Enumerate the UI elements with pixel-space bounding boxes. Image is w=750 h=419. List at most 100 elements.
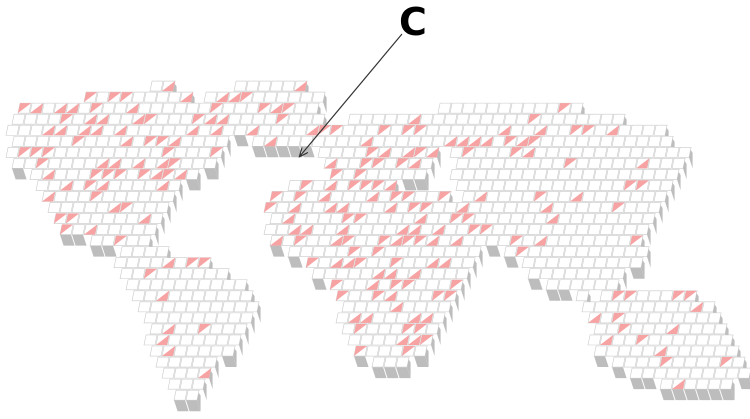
map-tile bbox=[437, 279, 452, 291]
map-tile bbox=[281, 235, 296, 246]
map-tile bbox=[611, 268, 626, 280]
map-tile bbox=[605, 235, 620, 246]
map-tile bbox=[737, 367, 750, 379]
map-tile bbox=[389, 345, 404, 357]
map-tile bbox=[551, 202, 566, 213]
map-tile bbox=[263, 113, 278, 125]
map-tile bbox=[533, 102, 548, 114]
map-tile bbox=[347, 202, 362, 213]
tile-highlight bbox=[300, 180, 314, 191]
map-tile bbox=[197, 345, 212, 357]
tile-highlight bbox=[564, 158, 578, 169]
map-tile bbox=[305, 213, 320, 224]
map-tile bbox=[725, 345, 740, 357]
map-tile bbox=[317, 257, 332, 269]
map-tile bbox=[371, 334, 386, 346]
map-tile bbox=[641, 367, 656, 379]
map-tile bbox=[359, 224, 374, 235]
tile-highlight bbox=[96, 180, 110, 191]
map-tile bbox=[101, 102, 116, 114]
map-tile bbox=[215, 312, 230, 324]
tile-highlight bbox=[384, 202, 398, 213]
tile-highlight bbox=[672, 379, 686, 390]
map-tile bbox=[665, 367, 680, 379]
map-tile bbox=[377, 279, 392, 291]
map-tile bbox=[515, 202, 530, 213]
tile-highlight bbox=[408, 158, 422, 169]
tile-highlight bbox=[186, 257, 200, 268]
map-tile bbox=[521, 191, 536, 202]
map-tile bbox=[527, 246, 542, 257]
map-tile bbox=[419, 268, 434, 280]
map-tile bbox=[311, 224, 326, 235]
map-tile bbox=[683, 334, 698, 346]
map-tile bbox=[275, 135, 290, 147]
tile-highlight bbox=[516, 136, 530, 147]
tile-highlight bbox=[354, 257, 368, 268]
map-tile bbox=[299, 113, 314, 125]
map-tile bbox=[605, 169, 620, 180]
map-tile bbox=[173, 345, 188, 357]
map-tile bbox=[503, 224, 518, 235]
tile-highlight bbox=[330, 125, 344, 136]
map-tile bbox=[515, 180, 530, 191]
tile-side-face bbox=[288, 256, 303, 268]
map-tile bbox=[581, 169, 596, 180]
map-tile bbox=[341, 301, 356, 313]
map-tile bbox=[641, 124, 656, 136]
tile-highlight bbox=[342, 257, 356, 268]
map-tile bbox=[419, 158, 434, 169]
map-tile bbox=[311, 246, 326, 257]
map-tile bbox=[593, 235, 608, 246]
map-tile bbox=[593, 213, 608, 224]
map-tile bbox=[653, 323, 668, 335]
map-tile bbox=[689, 323, 704, 335]
tile-highlight bbox=[210, 125, 224, 136]
map-tile bbox=[341, 279, 356, 291]
map-tile bbox=[455, 113, 470, 125]
map-tile bbox=[71, 113, 86, 125]
map-tile bbox=[419, 290, 434, 302]
map-tile bbox=[137, 191, 152, 202]
tile-highlight bbox=[288, 202, 302, 213]
map-tile bbox=[647, 180, 662, 191]
map-tile bbox=[521, 102, 536, 114]
map-tile bbox=[587, 158, 602, 169]
tile-highlight bbox=[354, 323, 368, 334]
map-tile bbox=[173, 102, 188, 114]
tile-side-face bbox=[738, 378, 750, 390]
tile-highlight bbox=[72, 136, 86, 147]
tile-highlight bbox=[426, 257, 440, 268]
tile-highlight bbox=[390, 191, 404, 202]
callout-label: C bbox=[399, 0, 427, 44]
map-tile bbox=[287, 91, 302, 103]
map-tile bbox=[581, 279, 596, 291]
map-tile bbox=[125, 279, 140, 291]
tile-highlight bbox=[60, 114, 74, 125]
map-tile bbox=[311, 180, 326, 191]
tile-highlight bbox=[96, 114, 110, 125]
map-tile bbox=[479, 202, 494, 213]
map-tile bbox=[335, 135, 350, 147]
map-tile bbox=[491, 113, 506, 125]
map-tile bbox=[581, 191, 596, 202]
tile-highlight bbox=[330, 235, 344, 246]
map-tile bbox=[167, 180, 182, 191]
map-tile bbox=[203, 334, 218, 346]
map-tile bbox=[347, 158, 362, 169]
map-tile bbox=[479, 113, 494, 125]
tile-highlight bbox=[318, 125, 332, 136]
tile-highlight bbox=[510, 147, 524, 158]
tile-highlight bbox=[330, 279, 344, 290]
tile-highlight bbox=[60, 180, 74, 191]
map-tile bbox=[503, 113, 518, 125]
map-tile bbox=[383, 334, 398, 346]
map-tile bbox=[455, 158, 470, 169]
map-tile bbox=[659, 334, 674, 346]
tile-highlight bbox=[366, 147, 380, 158]
map-tile bbox=[587, 268, 602, 280]
map-tile bbox=[593, 323, 608, 335]
map-tile bbox=[527, 180, 542, 191]
map-tile bbox=[443, 202, 458, 213]
